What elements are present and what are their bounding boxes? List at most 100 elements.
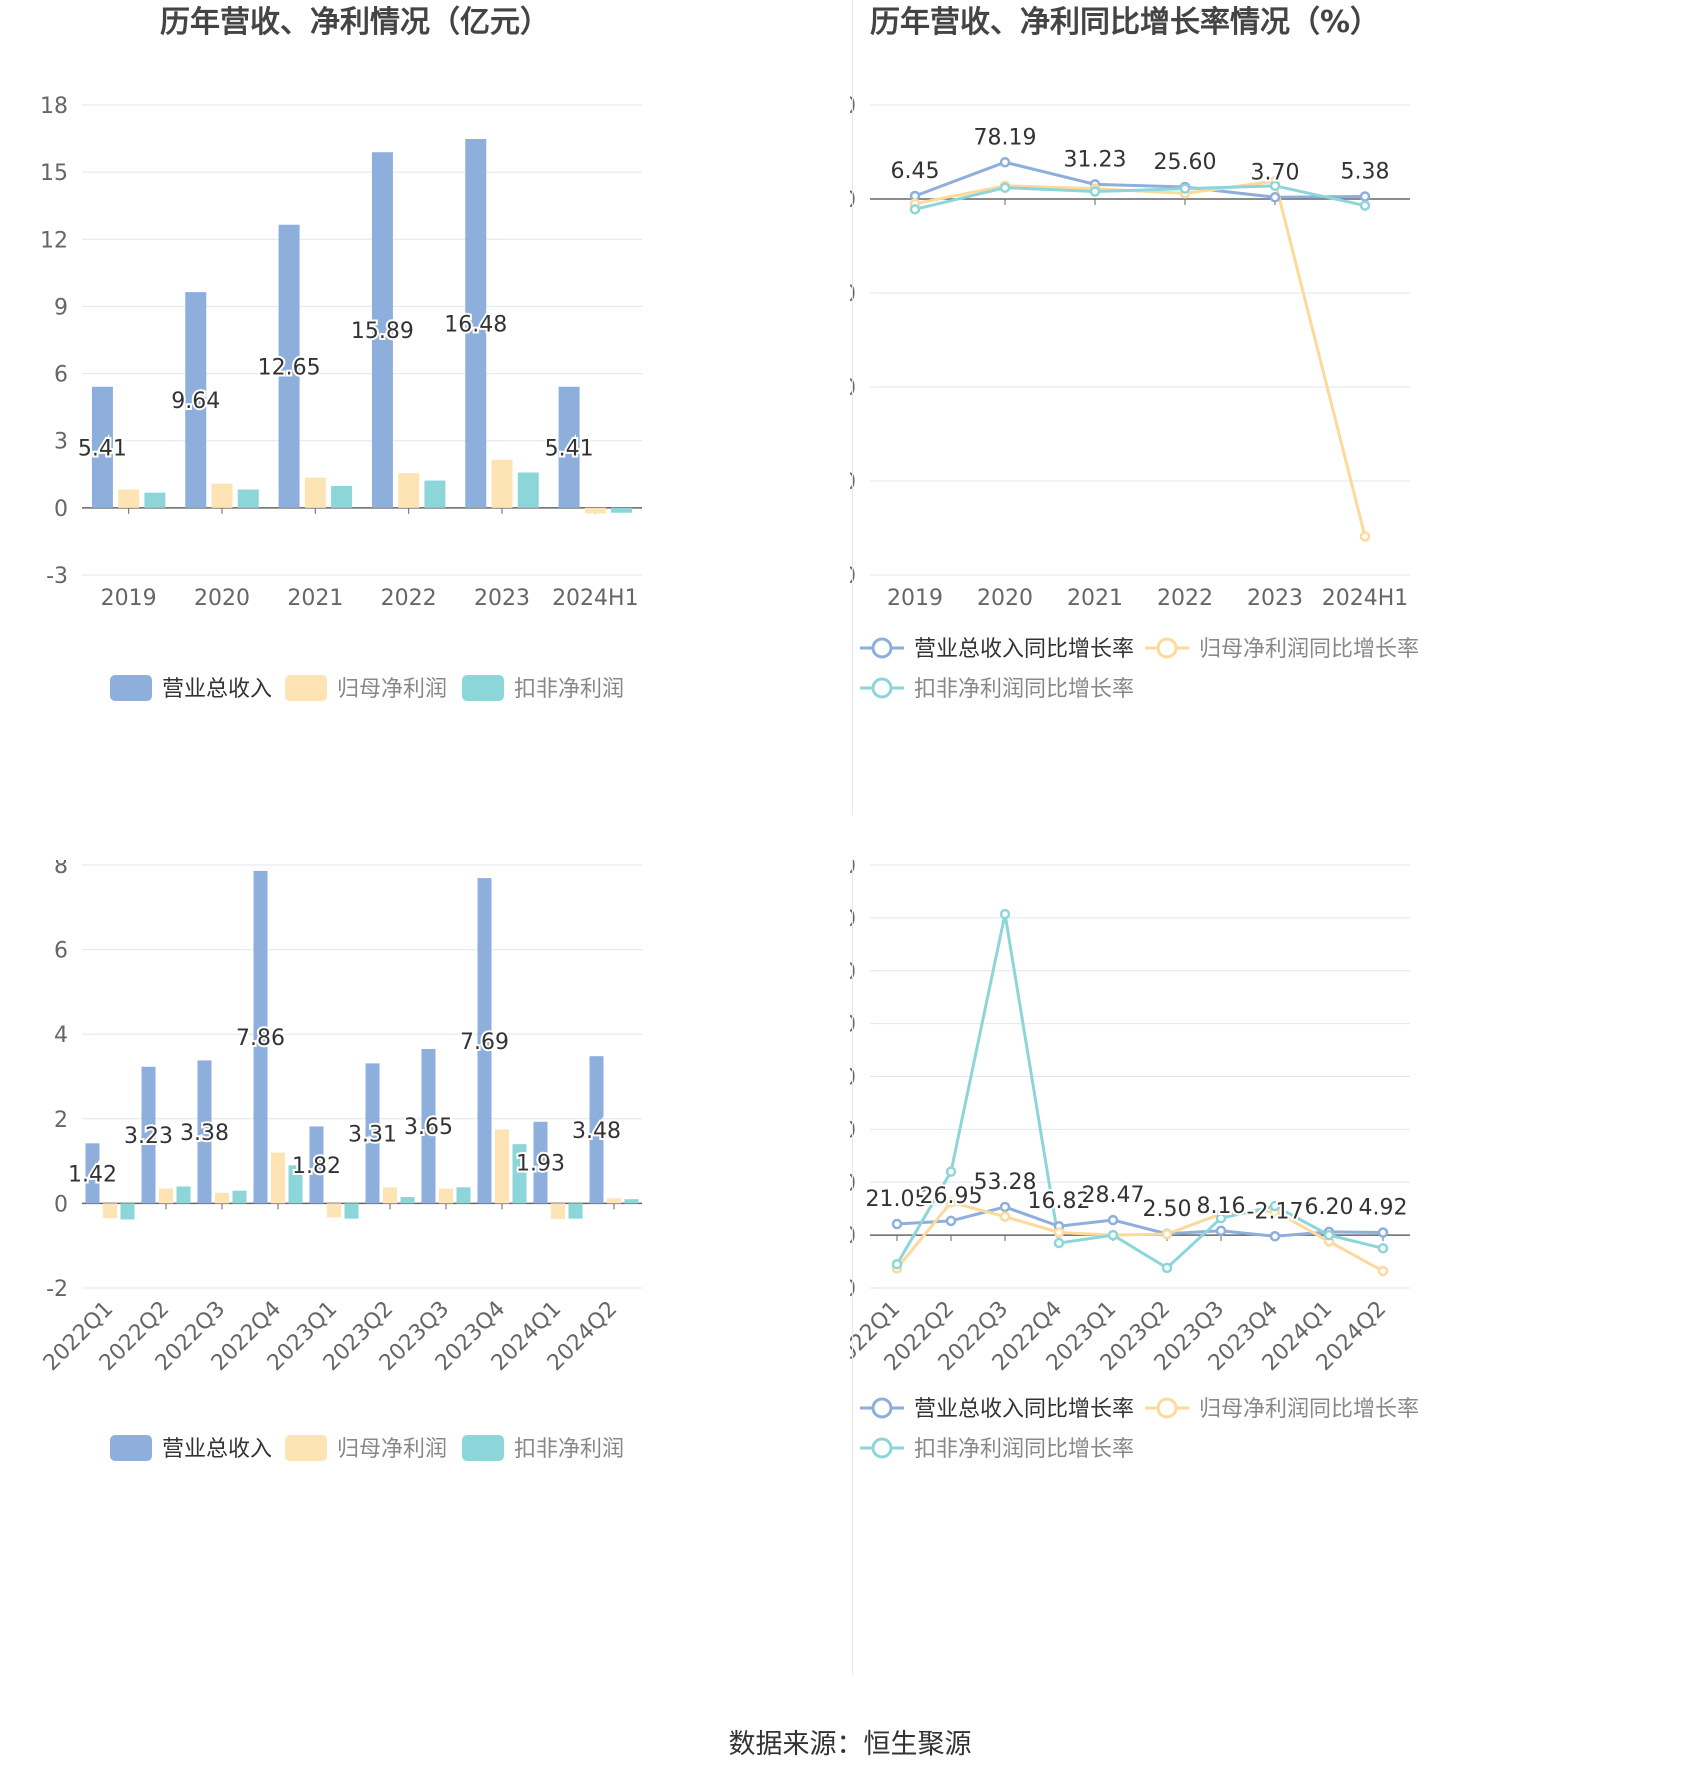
bar-deducted-profit xyxy=(624,1199,639,1204)
annual-growth-chart: 历年营收、净利同比增长率情况（%） 200 0 -200 -400 -600 -800 201… xyxy=(850,5,1419,702)
bar-revenue xyxy=(465,139,487,508)
bar-revenue xyxy=(371,152,393,508)
bar-deducted-profit xyxy=(456,1187,471,1204)
annual-amount-panel: 历年营收、净利情况（亿元） 18 15 12 9 6 3 0 -3 2019 2020 2021 202… xyxy=(0,0,850,860)
bar-net-profit xyxy=(439,1188,453,1204)
line-data-label: 4.92 xyxy=(1359,1196,1408,1221)
line-data-label: 31.23 xyxy=(1064,147,1127,172)
bar-data-label: 1.42 xyxy=(68,1162,117,1187)
legend-marker xyxy=(871,677,893,699)
data-point xyxy=(1359,531,1371,542)
data-point xyxy=(1359,200,1371,211)
annual-amount-chart: 历年营收、净利情况（亿元） 18 15 12 9 6 3 0 -3 2019 2020 2021 202… xyxy=(40,5,642,702)
bar-revenue xyxy=(197,1060,212,1204)
bar-data-label: 3.48 xyxy=(572,1119,621,1144)
y-tick-label: 3 xyxy=(54,430,68,455)
bar-net-profit xyxy=(327,1203,341,1218)
y-tick-label: 12 xyxy=(40,228,68,253)
bar-data-label: 9.64 xyxy=(171,389,220,414)
data-point xyxy=(945,1197,957,1208)
y-tick-label: 2 xyxy=(54,1108,68,1133)
quarterly-growth-chart: 营收、净利同比增长率季度变动情况（%）700600500400300200100… xyxy=(850,860,1419,1462)
bar-data-label: 7.86 xyxy=(236,1026,285,1051)
bar-net-profit xyxy=(491,459,513,508)
line-data-label: 5.38 xyxy=(1341,159,1390,184)
data-point xyxy=(1215,1225,1227,1237)
series-line-net-profit-growth xyxy=(914,179,1367,537)
bar-revenue xyxy=(185,292,207,508)
vertical-divider-bottom xyxy=(852,860,853,1675)
data-point xyxy=(1269,1200,1281,1212)
line-data-label: 6.45 xyxy=(891,159,940,184)
line-data-label: 25.60 xyxy=(1154,150,1217,175)
bar-net-profit xyxy=(495,1129,509,1204)
legend-label: 营业总收入 xyxy=(162,1437,272,1462)
data-point xyxy=(999,1211,1011,1222)
bar-data-label: 7.69 xyxy=(460,1030,509,1055)
line-data-label: 6.20 xyxy=(1305,1195,1354,1220)
data-point xyxy=(1089,186,1101,197)
x-tick-label: 2019 xyxy=(101,586,157,611)
legend-swatch xyxy=(285,1435,327,1461)
y-tick-label: 100 xyxy=(850,1171,856,1196)
y-tick-label: 9 xyxy=(54,295,68,320)
bar-data-label: 1.82 xyxy=(292,1154,341,1179)
bar-data-label: 3.31 xyxy=(348,1122,397,1147)
data-point xyxy=(1179,183,1191,194)
bar-net-profit xyxy=(398,473,420,508)
bar-net-profit xyxy=(215,1192,229,1204)
line-data-label: -2.17 xyxy=(1247,1199,1304,1224)
x-tick-label: 2020 xyxy=(977,586,1033,611)
legend-marker xyxy=(871,1397,893,1419)
bar-data-label: 1.93 xyxy=(516,1152,565,1177)
annual-growth-panel: 历年营收、净利同比增长率情况（%） 200 0 -200 -400 -600 -800 201… xyxy=(850,0,1700,860)
data-point xyxy=(999,1201,1011,1213)
vertical-divider-top xyxy=(852,0,853,815)
data-point xyxy=(1215,1212,1227,1224)
bar-net-profit xyxy=(271,1152,285,1204)
bar-deducted-profit xyxy=(331,485,353,508)
x-tick-label: 2019 xyxy=(887,586,943,611)
line-data-label: 16.82 xyxy=(1028,1189,1091,1214)
bar-deducted-profit xyxy=(144,492,166,508)
bar-deducted-profit xyxy=(517,472,539,508)
x-tick-label: 2021 xyxy=(1067,586,1123,611)
bar-deducted-profit xyxy=(400,1197,415,1204)
x-tick-label: 2022 xyxy=(381,586,437,611)
y-tick-label: -2 xyxy=(46,1277,68,1302)
legend-swatch xyxy=(462,1435,504,1461)
bar-net-profit xyxy=(103,1203,117,1219)
data-source: 数据来源：恒生聚源 xyxy=(728,1729,972,1760)
y-tick-label: 600 xyxy=(850,907,856,932)
legend-label: 营业总收入同比增长率 xyxy=(914,637,1134,662)
line-data-label: 21.05 xyxy=(866,1187,929,1212)
bar-revenue xyxy=(365,1063,380,1204)
data-point xyxy=(1269,180,1281,192)
y-tick-label: 0 xyxy=(850,188,856,213)
line-data-label: 78.19 xyxy=(974,125,1037,150)
bar-data-label: 3.23 xyxy=(124,1124,173,1149)
bar-data-label: 3.65 xyxy=(404,1115,453,1140)
chart-title: 历年营收、净利情况（亿元） xyxy=(160,5,550,40)
data-point xyxy=(891,1218,903,1230)
bar-net-profit xyxy=(551,1203,565,1220)
x-tick-label: 2024H1 xyxy=(552,586,639,611)
legend-label: 营业总收入同比增长率 xyxy=(914,1397,1134,1422)
legend-swatch xyxy=(462,675,504,701)
y-tick-label: -3 xyxy=(46,564,68,589)
legend-marker xyxy=(871,637,893,659)
x-tick-label: 2020 xyxy=(194,586,250,611)
bar-deducted-profit xyxy=(288,1165,303,1204)
bar-data-label: 5.41 xyxy=(545,436,594,461)
bar-revenue xyxy=(91,386,113,508)
bar-deducted-profit xyxy=(424,480,446,508)
series-line-deducted-profit-growth xyxy=(895,913,1384,1270)
legend-marker xyxy=(1156,1397,1178,1419)
data-point xyxy=(1269,192,1281,203)
bar-deducted-profit xyxy=(611,507,633,513)
y-tick-label: 400 xyxy=(850,1013,856,1038)
bar-deducted-profit xyxy=(344,1203,359,1219)
quarterly-growth-panel: 营收、净利同比增长率季度变动情况（%）700600500400300200100… xyxy=(850,860,1700,1720)
bar-deducted-profit xyxy=(120,1203,135,1220)
y-tick-label: 500 xyxy=(850,960,856,985)
